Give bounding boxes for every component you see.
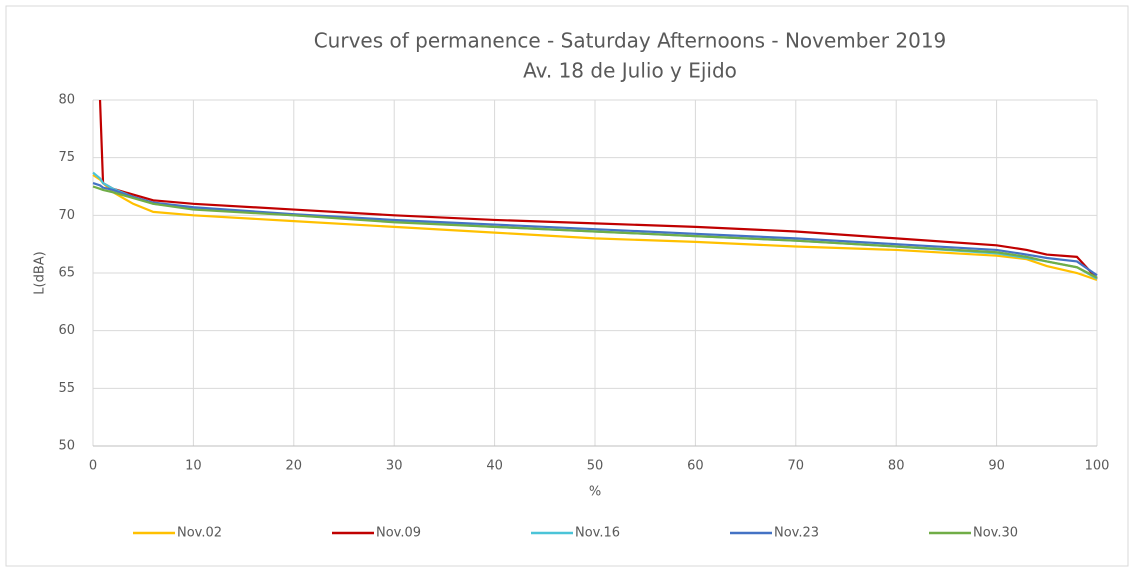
x-tick-label: 0 (89, 459, 97, 474)
legend-label: Nov.02 (177, 526, 222, 541)
y-tick-label: 75 (58, 150, 75, 165)
chart-title: Curves of permanence - Saturday Afternoo… (314, 29, 947, 53)
series-line (92, 181, 1098, 277)
y-tick-label: 55 (58, 381, 75, 396)
y-tick-label: 70 (58, 208, 75, 223)
legend-label: Nov.30 (973, 526, 1018, 541)
x-tick-label: 10 (185, 459, 202, 474)
legend-label: Nov.09 (376, 526, 421, 541)
x-tick-label: 50 (587, 459, 604, 474)
legend-label: Nov.16 (575, 526, 620, 541)
y-tick-label: 80 (58, 93, 75, 108)
series-line (98, 99, 1098, 280)
chart-border (5, 5, 1129, 567)
legend-label: Nov.23 (774, 526, 819, 541)
x-tick-label: 100 (1085, 459, 1110, 474)
y-tick-label: 50 (58, 439, 75, 454)
y-axis-label: L(dBA) (33, 251, 48, 294)
x-tick-label: 30 (386, 459, 403, 474)
x-tick-label: 90 (988, 459, 1005, 474)
x-tick-label: 60 (687, 459, 704, 474)
y-tick-label: 65 (58, 266, 75, 281)
chart-subtitle: Av. 18 de Julio y Ejido (523, 59, 737, 83)
x-tick-label: 40 (486, 459, 503, 474)
x-tick-label: 70 (788, 459, 805, 474)
series-line (92, 185, 1098, 279)
y-tick-label: 60 (58, 323, 75, 338)
x-axis-label: % (589, 485, 601, 500)
x-tick-label: 80 (888, 459, 905, 474)
x-tick-label: 20 (286, 459, 303, 474)
